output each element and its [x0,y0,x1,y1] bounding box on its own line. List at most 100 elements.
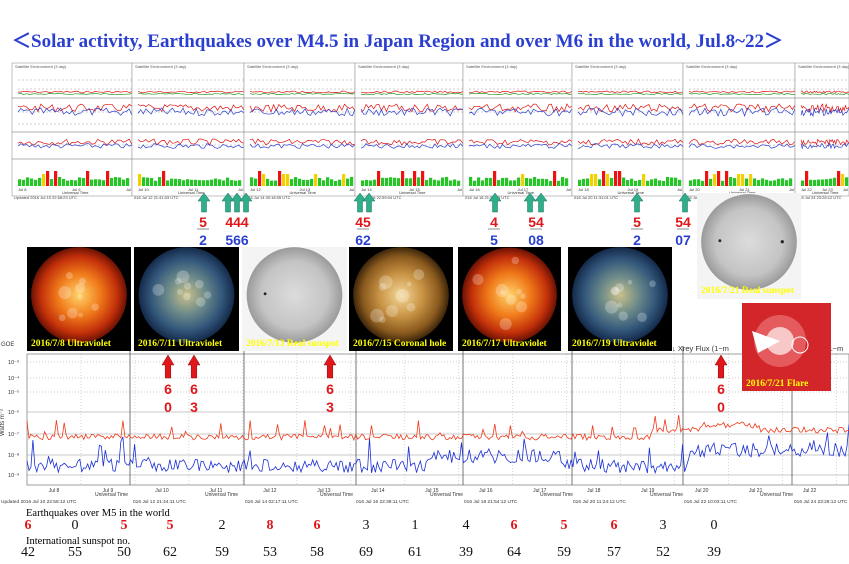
kp-index-bar [26,177,30,186]
active-region [605,300,619,314]
kp-index-bar [389,177,393,186]
kp-index-bar [302,179,306,186]
green-arrow [534,192,548,213]
kp-index-bar [282,174,286,186]
kp-index-bar [393,177,397,186]
axis-date-label: Jul 16 [469,187,480,192]
active-region [176,289,183,295]
updated-timestamp: 016 Jul 16 22:59:04 UTC [357,195,402,200]
kp-index-bar [809,179,813,186]
active-region [406,302,416,312]
sun-disk [701,194,797,290]
active-region [627,279,633,285]
kp-index-bar [70,179,74,186]
xray-date-label: Jul 18 [587,488,601,494]
kp-index-bar [258,171,262,186]
xray-date-label: Jul 9 [103,488,114,494]
universal-time-label: Universal Time [62,190,89,195]
solar-image: 2016/7/19 Ultraviolet [568,247,672,351]
frame-header: Satellite Environment (3 day) [247,64,299,69]
active-region [379,275,393,289]
active-region [203,291,212,299]
frame-header: Satellite Environment (3 day) [798,64,849,69]
kp-index-bar [218,179,222,186]
sunspot-mark [780,240,784,244]
solar-image-gallery: 2016/7/8 Ultraviolet 2016/7/11 Ultraviole… [27,193,831,391]
sunspot-number: 58 [310,545,324,560]
kp-index-bar [230,180,234,186]
image-caption: 2016/7/15 Coronal hole [353,339,446,349]
kp-index-bar [545,179,549,186]
red-arrow [161,354,175,379]
axis-date-label: Jul 9 [72,187,81,192]
kp-index-bar [622,177,626,186]
kp-index-bar [477,177,481,186]
kp-index-bar [318,177,322,186]
kp-index-bar [705,171,709,186]
kp-index-bar [18,179,22,186]
kp-index-bar [234,180,238,186]
xray-date-label: Jul 10 [155,488,169,494]
proton-flux-trace [360,90,464,94]
kp-index-bar [717,171,721,186]
xray-right-label: ↓ Xrey Flux (1−m [672,344,729,353]
active-region [67,307,78,319]
electron-flux-trace [800,107,849,118]
green-arrow [221,192,235,213]
active-region [386,304,399,317]
frame-header: Satellite Environment (3 day) [135,64,187,69]
world-quake-count: 6 [610,518,618,533]
electron-flux-trace [17,103,133,113]
kp-index-bar [146,177,150,186]
universal-time-label: Universal Time [508,190,535,195]
japan-quake-magnitude: 54 [675,214,691,230]
kp-index-bar [38,177,42,186]
axis-date-label: Jul 11 [188,187,199,192]
sunspot-row-label: International sunspot no. [26,536,131,547]
flare-occulter-ring [791,336,809,354]
japan-quake-decimal: 07 [675,232,691,248]
xray-plot-area [26,353,849,486]
kp-index-bar [170,178,174,186]
kp-index-bar [541,178,545,186]
world-quake-decimal: 0 [164,399,172,415]
universal-time-label: Universal Time [399,190,426,195]
kp-index-bar [529,178,533,186]
image-caption: 2016/7/13 Real sunspot [246,339,340,349]
japan-quake-magnitude: 45 [355,214,371,230]
kp-index-bar [693,179,697,186]
xray-updated-timestamp: 016 Jul 24 23:28:12 UTC [794,499,848,505]
world-quake-count: 4 [462,518,470,533]
world-quake-count: 2 [218,518,226,533]
kp-index-bar [837,171,841,186]
kp-index-bar [481,180,485,186]
image-caption: 2016/7/8 Ultraviolet [31,339,112,349]
kp-index-bar [82,178,86,186]
kp-index-bar [469,176,473,186]
universal-time-label: Universal Time [95,492,128,498]
kp-index-bar [338,179,342,186]
kp-index-bar [725,171,729,186]
active-region [152,284,165,296]
green-arrow [353,192,367,213]
magnetometer-trace [688,143,796,149]
kp-index-bar [509,180,513,186]
proton-flux-trace [249,90,356,94]
sunspot-number: 64 [507,545,521,560]
active-region [499,317,512,331]
active-region [611,287,620,296]
kp-index-bar [789,178,793,186]
kp-index-bar [785,180,789,186]
universal-time-label: Universal Time [729,190,756,195]
kp-index-bar [182,180,186,186]
kp-index-bar [381,177,385,186]
sunspot-number: 39 [459,545,473,560]
xray-date-label: Jul 21 [749,488,763,494]
kp-index-bar [761,178,765,186]
kp-index-bar [194,179,198,186]
kp-index-bar [485,177,489,186]
sunspot-number: 39 [707,545,721,560]
kp-index-bar [646,180,650,186]
active-region [74,283,86,294]
axis-date-label: Jul 10 [138,187,149,192]
